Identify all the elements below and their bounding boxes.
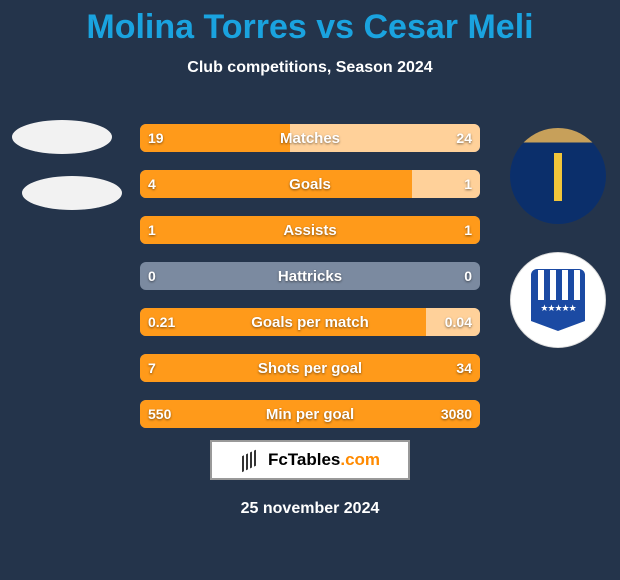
stat-bar: 11Assists xyxy=(140,216,480,244)
stat-bar: 734Shots per goal xyxy=(140,354,480,382)
crest-icon xyxy=(531,269,585,331)
brand-logo-icon xyxy=(240,447,262,473)
stat-label: Matches xyxy=(140,124,480,152)
brand-prefix: FcTables xyxy=(268,450,340,469)
player2-club-crest xyxy=(510,252,606,348)
stat-bar: 1924Matches xyxy=(140,124,480,152)
stat-label: Goals per match xyxy=(140,308,480,336)
jersey-icon xyxy=(510,128,606,224)
page-title: Molina Torres vs Cesar Meli xyxy=(0,0,620,47)
stat-label: Goals xyxy=(140,170,480,198)
subtitle: Club competitions, Season 2024 xyxy=(0,59,620,77)
brand-suffix: .com xyxy=(340,450,380,469)
brand-badge: FcTables.com xyxy=(210,440,410,480)
stat-label: Hattricks xyxy=(140,262,480,290)
comparison-infographic: Molina Torres vs Cesar Meli Club competi… xyxy=(0,0,620,580)
stat-label: Shots per goal xyxy=(140,354,480,382)
stat-bar: 00Hattricks xyxy=(140,262,480,290)
date-text: 25 november 2024 xyxy=(0,500,620,518)
stat-bar: 5503080Min per goal xyxy=(140,400,480,428)
stat-bar: 41Goals xyxy=(140,170,480,198)
player1-avatar-placeholder xyxy=(12,120,112,154)
player2-avatar xyxy=(510,128,606,224)
stat-label: Min per goal xyxy=(140,400,480,428)
stat-bar: 0.210.04Goals per match xyxy=(140,308,480,336)
brand-text: FcTables.com xyxy=(268,450,380,470)
player1-club-placeholder xyxy=(22,176,122,210)
stats-bars: 1924Matches 41Goals 11Assists 00Hattricks 0.… xyxy=(140,124,480,446)
stat-label: Assists xyxy=(140,216,480,244)
